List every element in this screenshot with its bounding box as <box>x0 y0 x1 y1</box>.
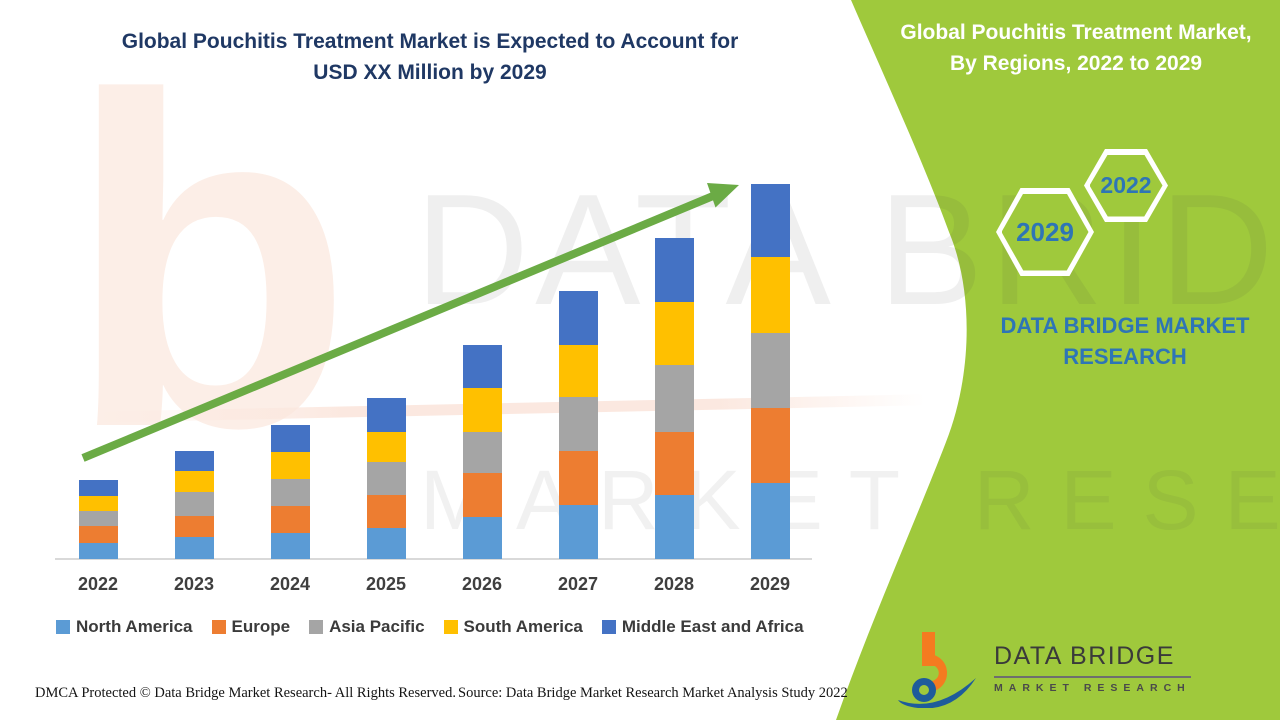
chart-legend: North America Europe Asia Pacific South Ame… <box>56 617 804 637</box>
hexagon-2022-label: 2022 <box>1100 172 1152 198</box>
bar-2028-segment-europe <box>654 432 694 495</box>
hexagon-2022: 2022 <box>1084 149 1168 222</box>
data-bridge-logo-icon <box>898 632 976 708</box>
data-bridge-logo: DATA BRIDGE MARKET RESEARCH <box>888 628 1191 708</box>
source-note: Source: Data Bridge Market Research Mark… <box>458 685 848 701</box>
logo-tagline: MARKET RESEARCH <box>994 682 1191 694</box>
bar-2026-segment-north-america <box>462 517 502 559</box>
x-axis-label-2022: 2022 <box>77 574 119 594</box>
chart-title-line-2: USD XX Million by 2029 <box>313 61 547 84</box>
x-axis-label-2024: 2024 <box>269 574 311 594</box>
legend-label-south-america: South America <box>463 617 583 636</box>
logo-text-block: DATA BRIDGE MARKET RESEARCH <box>994 642 1191 694</box>
bar-2027-segment-south-america <box>558 345 598 397</box>
hexagon-2029-label: 2029 <box>1016 216 1074 247</box>
bar-2022-segment-middle-east-and-africa <box>78 480 118 496</box>
bar-2024-segment-europe <box>270 506 310 533</box>
bar-2029-segment-middle-east-and-africa <box>750 184 790 257</box>
hexagon-2029: 2029 <box>996 188 1094 276</box>
bar-2028-segment-north-america <box>654 495 694 559</box>
green-panel-heading: Global Pouchitis Treatment Market, By Re… <box>880 17 1272 79</box>
bar-2022 <box>78 0 118 559</box>
legend-label-asia-pacific: Asia Pacific <box>329 617 425 636</box>
bar-2025-segment-europe <box>366 495 406 528</box>
green-heading-line-2: By Regions, 2022 to 2029 <box>949 52 1203 75</box>
bar-2025-segment-asia-pacific <box>366 462 406 495</box>
bar-2025-segment-north-america <box>366 528 406 559</box>
bar-2022-segment-north-america <box>78 543 118 559</box>
legend-item-asia-pacific: Asia Pacific <box>309 617 425 637</box>
bar-2023-segment-middle-east-and-africa <box>174 451 214 471</box>
bar-2023 <box>174 0 214 559</box>
bar-2025-segment-south-america <box>366 432 406 462</box>
x-axis-line <box>55 558 812 560</box>
x-axis-label-2026: 2026 <box>461 574 503 594</box>
legend-item-europe: Europe <box>211 617 291 637</box>
logo-brand-name: DATA BRIDGE <box>994 642 1191 678</box>
bar-2027-segment-europe <box>558 451 598 505</box>
legend-swatch-middle-east-and-africa <box>601 620 616 634</box>
bar-2024-segment-north-america <box>270 533 310 559</box>
bar-2023-segment-south-america <box>174 471 214 492</box>
bar-2026-segment-europe <box>462 473 502 517</box>
bar-2029-segment-south-america <box>750 257 790 333</box>
bar-2024-segment-middle-east-and-africa <box>270 425 310 452</box>
brand-text-line-2: RESEARCH <box>1063 344 1187 369</box>
bar-2028 <box>654 0 694 559</box>
bar-2022-segment-south-america <box>78 496 118 511</box>
x-axis-label-2027: 2027 <box>557 574 599 594</box>
hexagon-border: 2029 <box>996 188 1094 276</box>
hexagon-fill: 2029 <box>1001 193 1089 271</box>
hexagon-border: 2022 <box>1084 149 1168 222</box>
chart-title-line-1: Global Pouchitis Treatment Market is Exp… <box>121 30 739 53</box>
bar-2026-segment-asia-pacific <box>462 432 502 473</box>
bar-2029 <box>750 0 790 559</box>
bar-2028-segment-south-america <box>654 302 694 365</box>
bar-2023-segment-europe <box>174 516 214 537</box>
x-axis-label-2029: 2029 <box>749 574 791 594</box>
bar-2029-segment-north-america <box>750 483 790 559</box>
legend-swatch-north-america <box>56 620 70 634</box>
bar-2024-segment-asia-pacific <box>270 479 310 506</box>
bar-2024 <box>270 0 310 559</box>
bar-2023-segment-asia-pacific <box>174 492 214 516</box>
bar-2022-segment-europe <box>78 526 118 543</box>
legend-item-middle-east-and-africa: Middle East and Africa <box>601 617 804 637</box>
bar-2022-segment-asia-pacific <box>78 511 118 526</box>
brand-text-line-1: DATA BRIDGE MARKET <box>1000 313 1250 338</box>
bar-2027-segment-north-america <box>558 505 598 559</box>
legend-swatch-south-america <box>443 620 458 634</box>
data-bridge-market-research-text: DATA BRIDGE MARKET RESEARCH <box>955 310 1280 372</box>
bar-2023-segment-north-america <box>174 537 214 559</box>
legend-item-south-america: South America <box>443 617 583 637</box>
bar-2028-segment-middle-east-and-africa <box>654 238 694 302</box>
green-heading-line-1: Global Pouchitis Treatment Market, <box>900 21 1252 44</box>
legend-label-middle-east-and-africa: Middle East and Africa <box>621 617 804 636</box>
x-axis-label-2023: 2023 <box>173 574 215 594</box>
hexagon-fill: 2022 <box>1089 154 1163 217</box>
bar-2024-segment-south-america <box>270 452 310 479</box>
x-axis-label-2028: 2028 <box>653 574 695 594</box>
legend-swatch-europe <box>211 620 226 634</box>
legend-label-europe: Europe <box>231 617 291 636</box>
x-axis-label-2025: 2025 <box>365 574 407 594</box>
legend-item-north-america: North America <box>56 617 193 637</box>
legend-swatch-asia-pacific <box>309 620 324 634</box>
dmca-notice: DMCA Protected © Data Bridge Market Rese… <box>35 685 456 701</box>
chart-title: Global Pouchitis Treatment Market is Exp… <box>60 26 800 88</box>
bar-2027-segment-middle-east-and-africa <box>558 291 598 345</box>
bar-2026-segment-middle-east-and-africa <box>462 345 502 388</box>
legend-label-north-america: North America <box>76 617 193 636</box>
